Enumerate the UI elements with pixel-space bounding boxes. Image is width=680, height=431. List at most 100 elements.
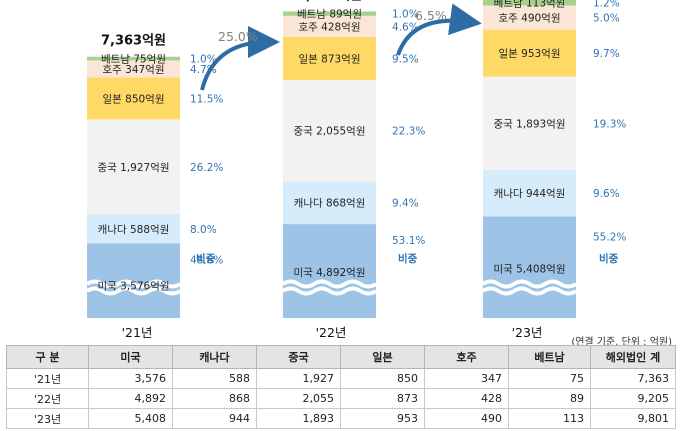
segment-pct: 19.3% [593,118,626,130]
segment-label: 베트남 89억원 [297,9,362,21]
axis-break-wave [481,286,578,296]
segment-label: 호주 428억원 [298,21,360,33]
bar-segment [87,243,180,318]
col-header-total: 해외법인 계 [590,345,676,369]
segment-label: 중국 2,055억원 [293,126,365,138]
table-cell: 9,205 [590,388,676,409]
col-header-us: 미국 [88,345,173,369]
segment-pct: 8.0% [190,224,217,236]
segment-label: 베트남 113억원 [494,0,566,10]
growth-arrow [396,3,482,56]
year-label: '21년 [122,325,153,340]
bar-segment [483,76,576,170]
table-cell: 873 [340,388,425,409]
bar-segment [483,169,576,217]
bar-group: 미국 5,408억원 55.2% 캐나다 944억원 9.6% 중국 1,893억원 19… [481,0,626,340]
bar-segment [283,181,376,225]
segment-label: 미국 4,892억원 [293,267,365,279]
segment-label: 캐나다 868억원 [294,198,366,210]
segment-label: 캐나다 588억원 [98,224,170,236]
col-header-japan: 일본 [340,345,425,369]
table-cell: '23년 [6,408,89,429]
bar-segment [283,36,376,80]
growth-label: 6.5% [415,8,447,23]
axis-break-wave [281,279,378,289]
segment-pct: 9.5% [392,53,419,65]
bar-segment [283,79,376,182]
segment-pct: 1.0% [190,54,217,66]
table-cell: 428 [424,388,509,409]
axis-break-wave [85,286,182,296]
table-cell: 953 [340,408,425,429]
bar-segment [87,60,180,78]
segment-pct: 9.6% [593,188,620,200]
segment-label: 중국 1,927억원 [97,162,169,174]
share-label: 비중 [398,252,418,265]
bar-total-label: 7,363억원 [101,34,166,49]
segment-label: 캐나다 944억원 [494,188,566,200]
axis-break-wave [85,279,182,289]
segment-pct: 1.0% [392,9,419,21]
table-cell: 89 [508,388,591,409]
bar-segment [483,216,576,318]
segment-pct: 53.1% [392,235,425,247]
axis-break-wave [281,286,378,296]
segment-pct: 11.5% [190,93,223,105]
table-cell: 1,927 [256,368,341,389]
table-cell: 490 [424,408,509,429]
bar-segment [87,56,180,61]
segment-pct: 9.7% [593,48,620,60]
bar-segment [283,224,376,318]
year-label: '22년 [316,325,347,340]
table-cell: '22년 [6,388,89,409]
bar-segment [283,11,376,16]
growth-label: 25.0% [218,29,258,44]
bar-segment [87,214,180,244]
table-cell: 944 [172,408,257,429]
table-cell: 5,408 [88,408,173,429]
segment-pct: 48.6% [190,255,223,267]
bar-segment [283,15,376,37]
segment-label: 미국 3,576억원 [97,281,169,293]
segment-pct: 26.2% [190,162,223,174]
table-cell: 9,801 [590,408,676,429]
segment-label: 중국 1,893억원 [493,118,565,130]
bar-segment [483,0,576,6]
segment-label: 호주 490억원 [498,13,560,25]
bar-segment [483,29,576,77]
table-cell: 2,055 [256,388,341,409]
table-cell: 1,893 [256,408,341,429]
segment-pct: 5.0% [593,13,620,25]
col-header-canada: 캐나다 [172,345,257,369]
share-label: 비중 [196,252,216,265]
bar-group: 미국 3,576억원 48.6% 캐나다 588억원 8.0% 중국 1,927억원 26… [85,34,223,340]
segment-pct: 55.2% [593,231,626,243]
segment-label: 일본 873억원 [298,52,360,65]
segment-pct: 4.6% [392,21,419,33]
segment-label: 일본 850억원 [102,92,164,105]
table-cell: 75 [508,368,591,389]
growth-arrow [200,26,280,91]
bar-segment [483,5,576,30]
table-header-row: 구 분 미국 캐나다 중국 일본 호주 베트남 해외법인 계 [6,345,676,369]
table-cell: 347 [424,368,509,389]
table-row: '23년 5,408 944 1,893 953 490 113 9,801 [6,408,676,429]
table-cell: 850 [340,368,425,389]
table-row: '21년 3,576 588 1,927 850 347 75 7,363 [6,368,676,389]
bar-total-label: 9,205억원 [297,0,362,3]
share-label: 비중 [599,252,619,265]
segment-pct: 22.3% [392,126,425,138]
table-row: '22년 4,892 868 2,055 873 428 89 9,205 [6,388,676,409]
year-label: '23년 [512,325,543,340]
table-cell: 588 [172,368,257,389]
col-header-australia: 호주 [424,345,509,369]
segment-label: 미국 5,408억원 [493,263,565,275]
stacked-bar-chart: 미국 3,576억원 48.6% 캐나다 588억원 8.0% 중국 1,927억원 26… [85,0,626,340]
segment-label: 베트남 75억원 [101,54,166,66]
col-header-china: 중국 [256,345,341,369]
segment-label: 일본 953억원 [498,47,560,60]
table-cell: 3,576 [88,368,173,389]
segment-label: 호주 347억원 [102,64,164,76]
table-cell: '21년 [6,368,89,389]
table-cell: 4,892 [88,388,173,409]
